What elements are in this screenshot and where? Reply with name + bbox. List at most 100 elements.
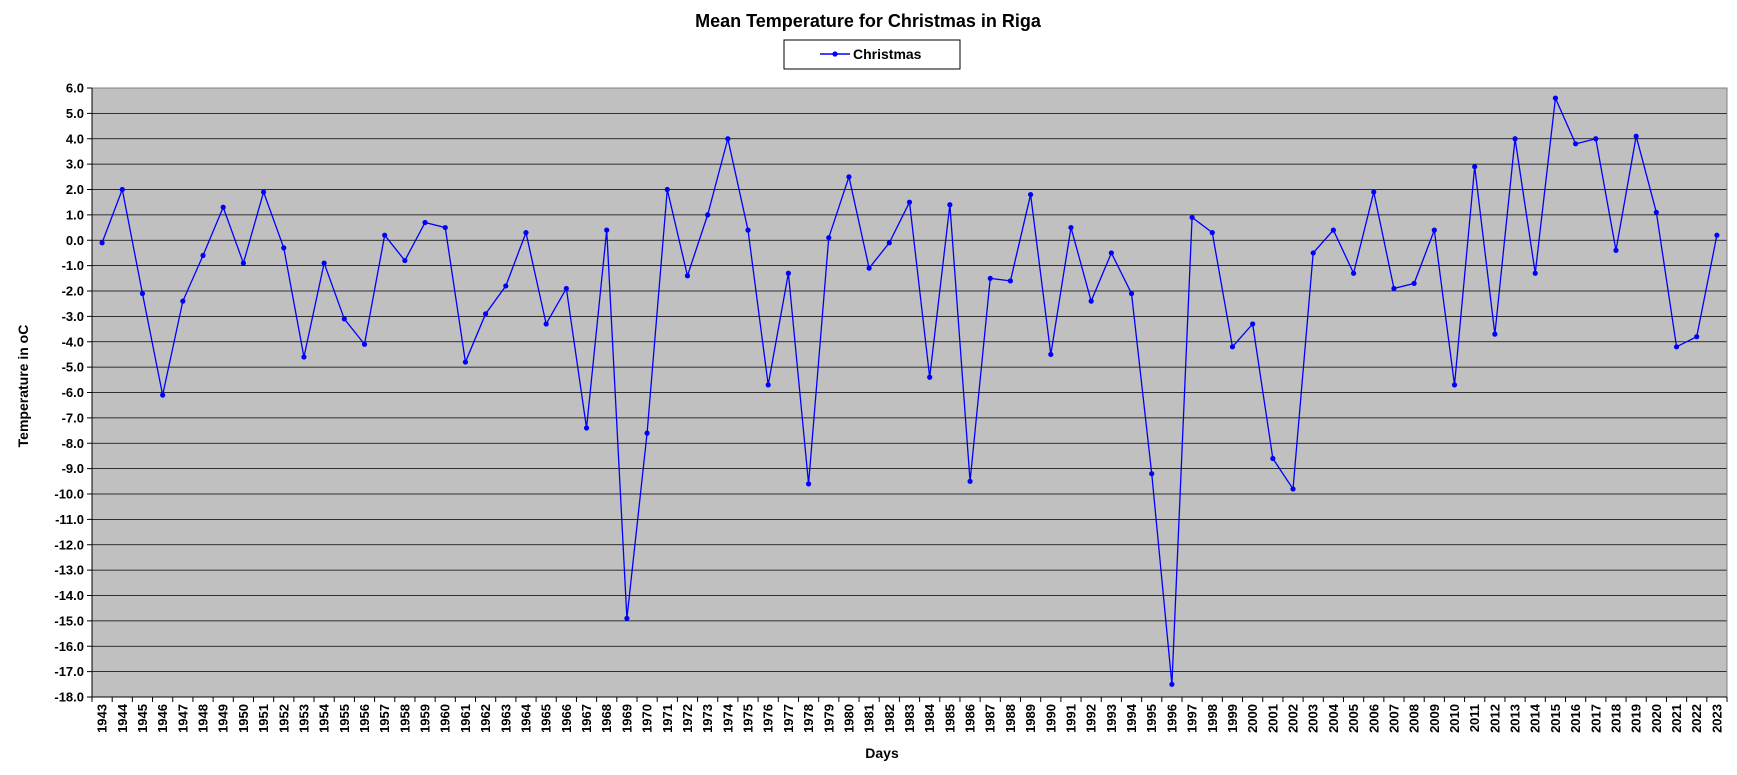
x-tick-label: 1981	[862, 704, 877, 733]
data-point	[240, 260, 246, 266]
data-point	[1451, 382, 1458, 388]
x-tick-label: 1968	[599, 704, 614, 733]
y-tick-label: -11.0	[55, 512, 84, 527]
x-tick-label: 1986	[963, 704, 978, 733]
y-tick-label: 0.0	[66, 233, 84, 248]
y-tick-label: -3.0	[62, 309, 84, 324]
data-point	[927, 374, 933, 380]
data-point	[1290, 486, 1296, 492]
x-tick-label: 1985	[942, 704, 957, 733]
x-tick-label: 2019	[1629, 704, 1644, 733]
x-tick-label: 2022	[1689, 704, 1704, 733]
data-point	[200, 252, 206, 259]
data-point	[160, 392, 166, 398]
x-tick-label: 1949	[216, 704, 231, 733]
x-tick-label: 2010	[1447, 704, 1462, 733]
y-tick-label: -18.0	[54, 690, 84, 705]
data-point	[1714, 232, 1720, 238]
data-point	[1068, 224, 1074, 231]
data-point	[1270, 455, 1276, 462]
x-tick-label: 1972	[680, 704, 695, 733]
x-tick-label: 1947	[175, 704, 190, 733]
x-tick-label: 1989	[1023, 704, 1038, 733]
x-tick-label: 1969	[619, 704, 634, 733]
x-tick-label: 1956	[357, 704, 372, 733]
x-tick-label: 1946	[155, 704, 170, 733]
data-point	[826, 235, 832, 241]
y-tick-label: -8.0	[62, 436, 84, 451]
x-tick-label: 1993	[1104, 704, 1119, 733]
data-point	[1350, 270, 1357, 276]
y-tick-label: -9.0	[62, 461, 84, 476]
x-axis-ticks: 1943 1944 1945 1946 1947 1948 1949 1950 1951 1952…	[91, 697, 1728, 733]
data-point	[684, 273, 691, 279]
data-point	[1209, 230, 1215, 236]
data-point	[1371, 189, 1377, 195]
data-point	[745, 227, 751, 233]
data-point	[846, 174, 852, 180]
data-point	[341, 316, 347, 322]
y-axis-ticks: 6.0 5.0 4.0 3.0 2.0 1.0 0.0 -1.0 -2.0 -3.0 -4.0 -5.…	[54, 81, 92, 705]
data-point	[382, 232, 388, 238]
legend: Christmas	[783, 39, 961, 70]
x-tick-label: 2007	[1386, 704, 1401, 733]
x-tick-label: 1945	[135, 704, 150, 733]
data-point	[1391, 285, 1397, 292]
data-point	[705, 212, 711, 218]
data-point	[1532, 270, 1538, 276]
x-tick-label: 1971	[660, 704, 675, 733]
y-tick-label: -6.0	[62, 385, 84, 400]
x-tick-label: 1965	[539, 704, 554, 733]
x-tick-label: 2000	[1245, 704, 1260, 733]
x-tick-label: 1992	[1084, 704, 1099, 733]
data-point	[99, 240, 105, 246]
x-tick-label: 2006	[1366, 704, 1381, 733]
data-point	[1633, 133, 1639, 139]
data-point	[664, 186, 670, 193]
x-tick-label: 1964	[518, 703, 533, 733]
x-tick-label: 2013	[1508, 704, 1523, 733]
chart-title: Mean Temperature for Christmas in Riga	[695, 11, 1042, 31]
x-tick-label: 2002	[1286, 704, 1301, 733]
data-point	[422, 219, 428, 226]
x-tick-label: 2003	[1306, 704, 1321, 733]
x-tick-label: 1994	[1124, 703, 1139, 733]
data-point	[583, 425, 590, 431]
x-tick-label: 1975	[741, 704, 756, 733]
x-tick-label: 2011	[1467, 704, 1482, 732]
x-tick-label: 1979	[821, 704, 836, 733]
gridlines	[92, 87, 1727, 698]
x-tick-label: 1950	[236, 704, 251, 733]
x-tick-label: 2016	[1568, 704, 1583, 733]
data-point	[1028, 191, 1034, 198]
y-tick-label: 2.0	[66, 182, 84, 197]
y-tick-label: -2.0	[62, 284, 84, 299]
y-tick-label: 1.0	[66, 207, 84, 222]
y-tick-label: -17.0	[54, 664, 84, 679]
y-tick-label: 6.0	[66, 81, 84, 96]
x-tick-label: 1999	[1225, 704, 1240, 733]
x-tick-label: 1952	[276, 704, 291, 733]
x-tick-label: 2008	[1407, 704, 1422, 733]
x-tick-label: 1988	[1003, 704, 1018, 733]
data-point	[321, 260, 327, 266]
data-point	[543, 321, 549, 327]
data-point	[906, 199, 913, 205]
x-tick-label: 1953	[296, 704, 311, 733]
x-tick-label: 2017	[1588, 704, 1603, 733]
data-point	[1694, 334, 1700, 340]
data-point	[301, 354, 307, 360]
y-tick-label: -15.0	[54, 613, 84, 628]
data-point	[725, 136, 731, 142]
y-tick-label: -4.0	[62, 334, 84, 349]
x-tick-label: 1967	[579, 704, 594, 733]
data-point	[1149, 471, 1155, 477]
legend-box	[783, 39, 961, 70]
data-point	[765, 382, 771, 388]
data-point	[442, 224, 448, 231]
x-tick-label: 1978	[801, 704, 816, 733]
data-point	[1431, 227, 1437, 233]
x-tick-label: 1958	[397, 704, 412, 733]
y-axis-title: Temperature in oC	[15, 325, 31, 448]
